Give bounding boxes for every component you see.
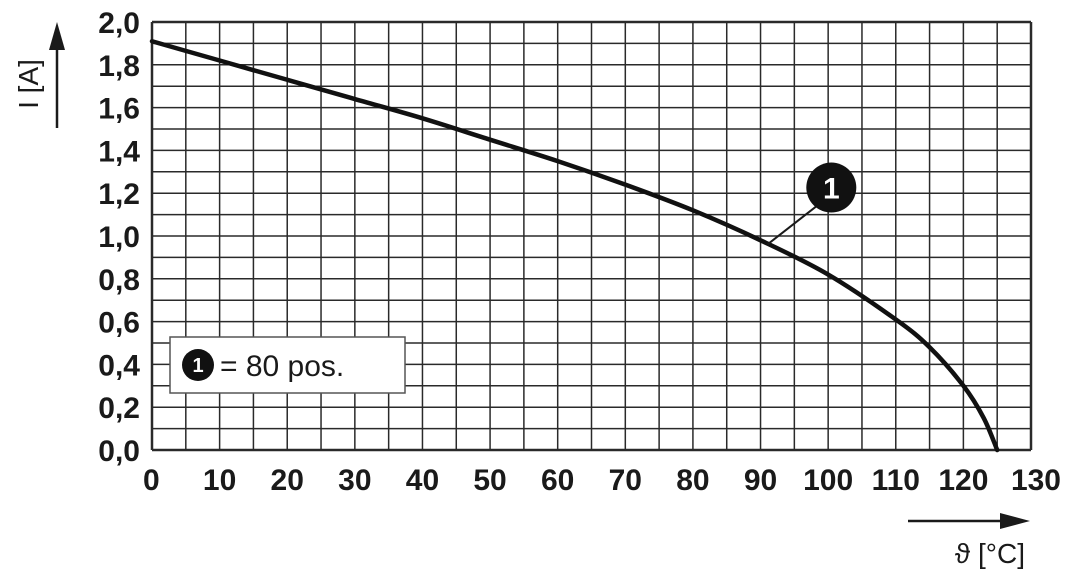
x-tick-label: 60 [541, 464, 574, 497]
y-axis-ticks: 0,0 0,2 0,4 0,6 0,8 1,0 1,2 1,4 1,6 1,8 2,0 [98, 7, 140, 468]
y-tick-label: 0,0 [98, 435, 140, 468]
annotation-marker [806, 162, 857, 213]
x-tick-label: 70 [609, 464, 642, 497]
x-tick-label: 110 [872, 464, 920, 497]
y-axis-label: I [A] [13, 59, 44, 109]
y-tick-label: 1,4 [98, 135, 140, 168]
y-tick-label: 2,0 [98, 7, 140, 40]
curve-annotation: 1 [766, 162, 857, 246]
annotation-marker-label: 1 [823, 173, 840, 206]
annotation-leader-line [766, 204, 818, 246]
y-tick-label: 1,0 [98, 221, 140, 254]
x-tick-label: 30 [338, 464, 371, 497]
y-axis-arrow [49, 22, 65, 128]
x-tick-label: 50 [473, 464, 506, 497]
x-tick-label: 90 [744, 464, 777, 497]
x-tick-label: 0 [143, 464, 160, 497]
x-tick-label: 80 [676, 464, 709, 497]
x-axis-label: ϑ [°C] [955, 538, 1025, 569]
x-axis-ticks: 0 10 20 30 40 50 60 70 80 90 100 110 120 130 [143, 464, 1061, 497]
x-tick-label: 120 [938, 464, 988, 497]
x-axis-arrow [908, 513, 1030, 529]
x-tick-label: 100 [803, 464, 853, 497]
y-tick-label: 0,8 [98, 264, 140, 297]
y-tick-label: 1,8 [98, 50, 140, 83]
series-line [149, 39, 1000, 453]
y-tick-label: 0,4 [98, 349, 140, 382]
x-tick-label: 130 [1011, 464, 1061, 497]
x-tick-label: 20 [271, 464, 304, 497]
x-tick-label: 10 [203, 464, 236, 497]
legend: 1 = 80 pos. [169, 336, 406, 394]
y-tick-label: 0,2 [98, 392, 140, 425]
y-tick-label: 1,6 [98, 93, 140, 126]
x-tick-label: 40 [406, 464, 439, 497]
y-tick-label: 0,6 [98, 307, 140, 340]
legend-marker [182, 349, 214, 381]
y-tick-label: 1,2 [98, 178, 140, 211]
legend-marker-label: 1 [192, 355, 203, 377]
legend-text: = 80 pos. [220, 350, 344, 383]
